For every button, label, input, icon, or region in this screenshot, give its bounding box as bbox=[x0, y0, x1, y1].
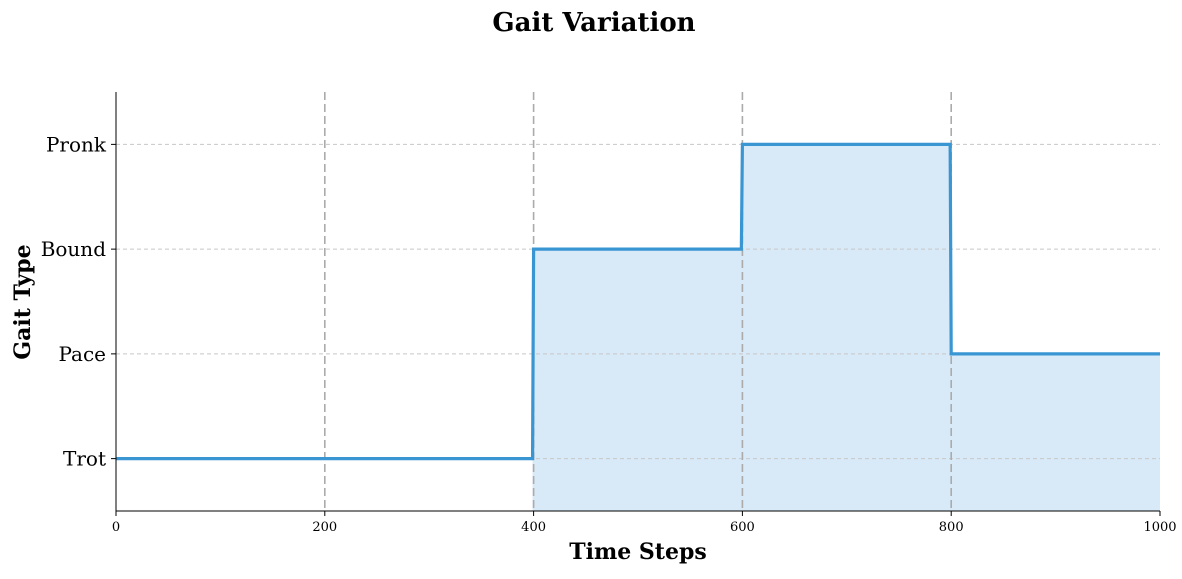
y-tick-label-pronk: Pronk bbox=[46, 132, 107, 156]
y-tick-label-bound: Bound bbox=[41, 237, 107, 261]
x-tick-label-200: 200 bbox=[312, 520, 337, 535]
series-area-fill bbox=[532, 144, 1160, 511]
series-step-line bbox=[116, 142, 1160, 461]
x-tick-label-400: 400 bbox=[521, 520, 546, 535]
x-tick-label-600: 600 bbox=[730, 520, 755, 535]
x-tick-label-800: 800 bbox=[939, 520, 964, 535]
x-tick-label-0: 0 bbox=[112, 520, 120, 535]
axes-layer bbox=[115, 92, 1160, 512]
y-axis-label: Gait Type bbox=[10, 244, 36, 359]
x-axis-label: Time Steps bbox=[569, 539, 706, 565]
chart-title: Gait Variation bbox=[492, 8, 695, 38]
x-tick-label-1000: 1000 bbox=[1143, 520, 1176, 535]
series-line-layer bbox=[116, 142, 1160, 461]
tick-layer: 0 200 400 600 800 1000 Trot Pace Bound Pronk bbox=[41, 132, 1177, 535]
y-tick-label-trot: Trot bbox=[63, 447, 106, 471]
area-fill-layer bbox=[532, 144, 1160, 511]
y-tick-label-pace: Pace bbox=[58, 342, 106, 366]
